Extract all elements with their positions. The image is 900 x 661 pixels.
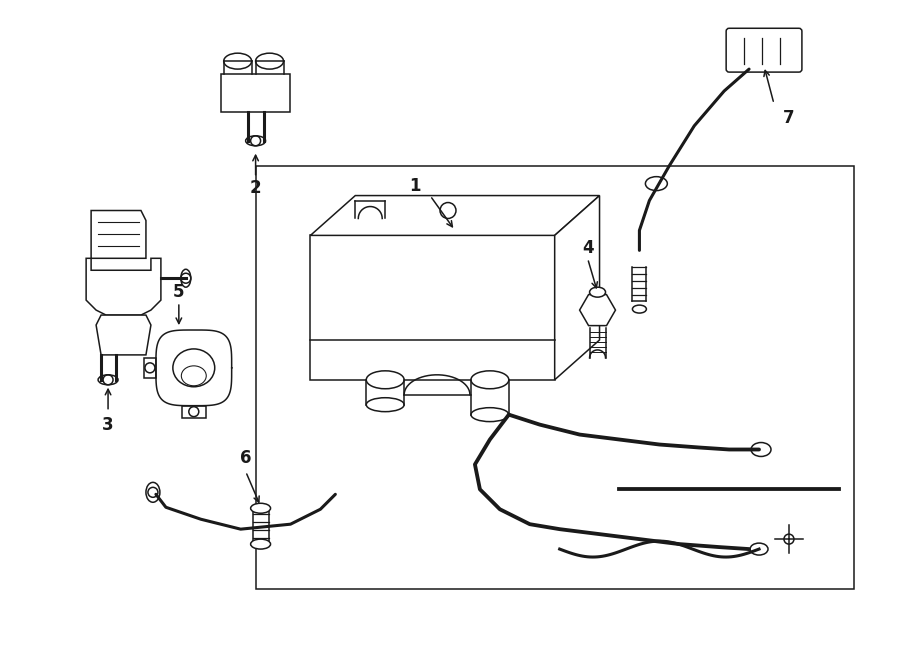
Polygon shape <box>86 258 161 315</box>
Text: 7: 7 <box>783 109 795 127</box>
Ellipse shape <box>750 543 768 555</box>
Text: 6: 6 <box>240 449 251 467</box>
Ellipse shape <box>250 539 271 549</box>
Ellipse shape <box>181 269 191 287</box>
Bar <box>220 74 291 112</box>
Polygon shape <box>144 358 156 378</box>
Polygon shape <box>580 295 616 326</box>
Ellipse shape <box>98 375 118 385</box>
Ellipse shape <box>633 305 646 313</box>
Text: 1: 1 <box>410 176 421 194</box>
Polygon shape <box>182 406 206 418</box>
Polygon shape <box>554 196 599 380</box>
Ellipse shape <box>366 398 404 412</box>
Polygon shape <box>96 315 151 355</box>
Ellipse shape <box>224 53 252 69</box>
Polygon shape <box>91 210 146 258</box>
Ellipse shape <box>645 176 667 190</box>
FancyBboxPatch shape <box>726 28 802 72</box>
Ellipse shape <box>471 408 508 422</box>
Text: 3: 3 <box>103 416 114 434</box>
Text: 5: 5 <box>173 283 184 301</box>
Ellipse shape <box>471 371 508 389</box>
Ellipse shape <box>256 53 284 69</box>
Text: 4: 4 <box>581 239 593 257</box>
Ellipse shape <box>590 287 606 297</box>
Ellipse shape <box>173 349 215 387</box>
Ellipse shape <box>366 371 404 389</box>
Text: 2: 2 <box>250 178 261 196</box>
Polygon shape <box>310 235 554 380</box>
Ellipse shape <box>752 442 771 457</box>
Ellipse shape <box>250 503 271 513</box>
Ellipse shape <box>246 136 266 146</box>
Bar <box>253 508 268 544</box>
Ellipse shape <box>146 483 160 502</box>
Polygon shape <box>310 196 599 235</box>
